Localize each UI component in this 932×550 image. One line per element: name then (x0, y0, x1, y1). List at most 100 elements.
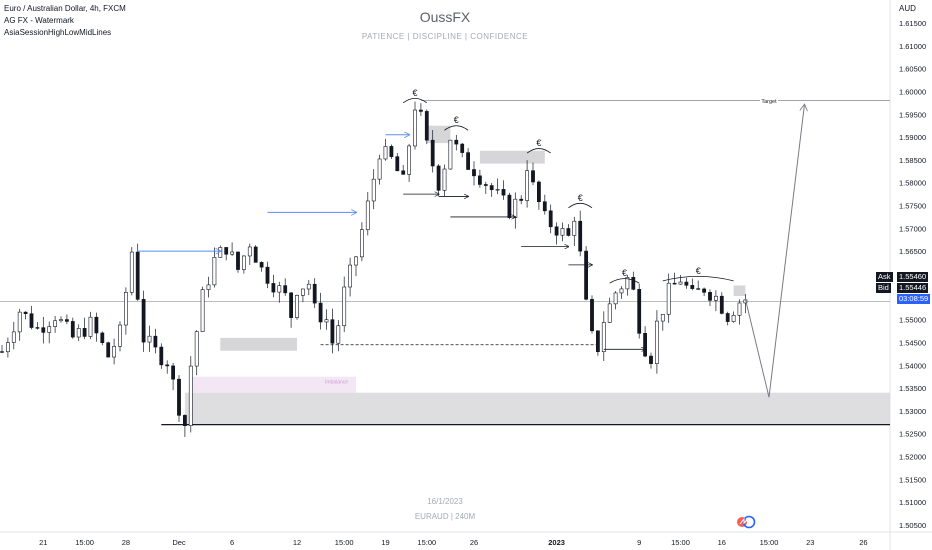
price-tick-label: 1.57500 (899, 202, 926, 211)
candle-body (29, 313, 34, 328)
candle-body (495, 189, 500, 191)
candle-body (389, 146, 394, 157)
candle-body (47, 326, 52, 333)
candle-body (377, 158, 382, 180)
time-tick-label: 15:00 (335, 538, 354, 547)
time-tick-label: 28 (122, 538, 130, 547)
candle-body (595, 330, 600, 352)
candle-body (448, 139, 453, 170)
candle-body (194, 331, 199, 367)
projection-path (744, 105, 804, 398)
candle-body (295, 295, 299, 318)
candle-body (242, 255, 246, 270)
price-tick-label: 1.61500 (899, 19, 926, 28)
order-block (733, 285, 746, 296)
candle-body (283, 285, 288, 294)
candle-body (259, 262, 264, 268)
candle-body (713, 295, 718, 301)
candle-body (531, 170, 535, 183)
candle-body (306, 283, 311, 290)
candle-body (230, 251, 235, 255)
candle-body (460, 143, 465, 153)
candle-body (418, 109, 423, 112)
swing-arc (526, 148, 551, 154)
candle-body (666, 282, 671, 315)
euro-liquidity-marker: € (454, 115, 459, 125)
time-tick-label: 23 (806, 538, 814, 547)
price-tick-label: 1.50500 (899, 521, 926, 530)
candle-body (236, 251, 240, 270)
euro-liquidity-marker: € (536, 138, 541, 148)
candle-body (542, 201, 547, 212)
indicator-watermark-label: AG FX - Watermark (4, 16, 74, 25)
candle-body (348, 264, 353, 288)
price-tick-label: 1.56500 (899, 247, 926, 256)
time-tick-label: 26 (470, 538, 478, 547)
price-tick-label: 1.57000 (899, 224, 926, 233)
candles-group (0, 101, 748, 437)
time-tick-label: 21 (39, 538, 47, 547)
ask-label: Ask (876, 272, 893, 282)
candle-body (619, 288, 624, 294)
candle-body (442, 168, 447, 191)
candle-body (554, 226, 559, 236)
candle-body (383, 146, 388, 160)
candle-body (277, 285, 282, 293)
watermark-subtitle: PATIENCE | DISCIPLINE | CONFIDENCE (361, 32, 529, 41)
price-tick-label: 1.61000 (899, 42, 926, 51)
candle-body (489, 185, 494, 191)
candle-body (371, 178, 376, 202)
time-tick-label: 9 (637, 538, 641, 547)
candle-body (454, 139, 459, 145)
candle-body (129, 251, 134, 293)
candle-body (324, 319, 329, 323)
candle-body (200, 289, 205, 332)
candle-body (265, 266, 270, 284)
candle-body (135, 251, 140, 300)
time-tick-label: 2023 (548, 538, 565, 547)
time-tick-label: 15:00 (760, 538, 779, 547)
swing-arc (568, 202, 593, 209)
time-tick-label: 15:00 (75, 538, 94, 547)
time-tick-label: 15:00 (671, 538, 690, 547)
candle-body (11, 331, 16, 343)
price-tick-label: 1.53500 (899, 384, 926, 393)
candle-body (188, 365, 193, 426)
candle-body (88, 316, 93, 337)
candle-body (660, 314, 665, 322)
candle-body (607, 303, 612, 323)
indicator-asia-session-label: AsiaSessionHighLowMidLines (4, 28, 112, 37)
candle-body (365, 200, 370, 230)
candle-body (76, 328, 81, 338)
candle-body (336, 325, 341, 344)
candle-body (147, 335, 152, 343)
candle-body (413, 109, 417, 147)
price-tick-label: 1.51000 (899, 498, 926, 507)
candle-body (525, 170, 530, 201)
swing-arc (609, 278, 640, 284)
candle-body (271, 283, 276, 293)
imbalance-zone (190, 376, 356, 393)
candle-body (118, 324, 122, 347)
price-tick-label: 1.58000 (899, 179, 926, 188)
candle-body (17, 311, 22, 333)
price-tick-label: 1.59500 (899, 110, 926, 119)
candle-body (566, 228, 571, 236)
candle-body (318, 302, 323, 323)
candle-body (678, 281, 683, 285)
price-tick-label: 1.52000 (899, 453, 926, 462)
price-tick-label: 1.59000 (899, 133, 926, 142)
watermark-title: OussFX (419, 9, 471, 25)
candle-body (177, 378, 181, 416)
candle-body (171, 365, 176, 380)
price-tick-label: 1.54500 (899, 338, 926, 347)
order-block (479, 150, 545, 164)
euro-liquidity-marker: € (622, 268, 627, 278)
candle-body (572, 220, 577, 236)
tradingview-logo-icon[interactable] (736, 514, 756, 530)
price-tick-label: 1.60000 (899, 87, 926, 96)
candle-body (601, 322, 606, 352)
candle-body (483, 184, 488, 186)
euro-liquidity-marker: € (412, 88, 417, 98)
